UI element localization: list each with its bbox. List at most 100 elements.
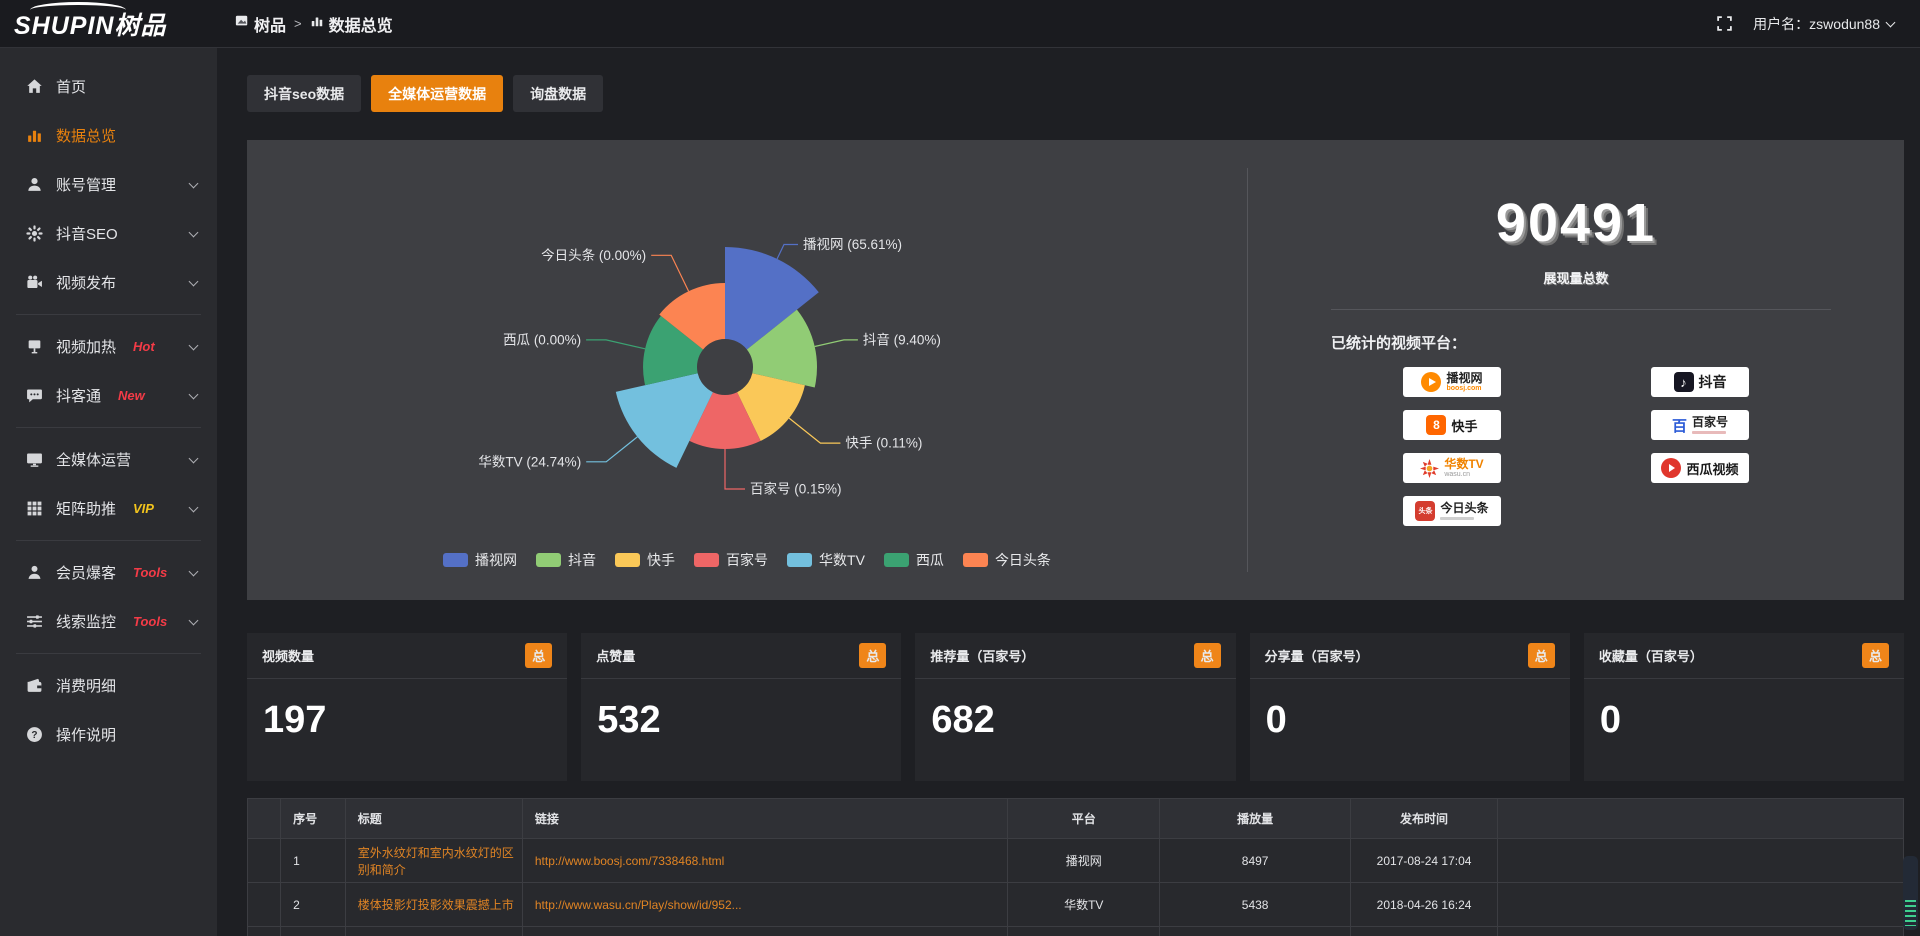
wasu-logo-icon [1420, 458, 1440, 478]
chevron-down-icon [188, 178, 199, 188]
total-badge[interactable]: 总 [525, 643, 553, 668]
sidebar-item-矩阵助推[interactable]: 矩阵助推 VIP [0, 484, 217, 533]
tab-全媒体运营数据[interactable]: 全媒体运营数据 [371, 75, 504, 112]
pie-label-line [651, 254, 690, 292]
cell-time: 2018-04-26 16:24 [1349, 882, 1499, 927]
breadcrumb-current[interactable]: 数据总览 [310, 12, 393, 36]
pie-label-今日头条: 今日头条 (0.00%) [541, 247, 646, 263]
stat-card-value: 197 [263, 699, 327, 741]
cell-url-link[interactable]: http://www.boosj.com/7338468.html [521, 838, 1009, 883]
sidebar-item-label: 抖客通 [56, 388, 102, 405]
cell-platform: 华数TV [1007, 882, 1161, 927]
sidebar-item-账号管理[interactable]: 账号管理 [0, 160, 217, 209]
user-menu[interactable]: 用户名：zswodun88 [1753, 14, 1896, 34]
sidebar-item-数据总览[interactable]: 数据总览 [0, 111, 217, 160]
platform-share-pie-chart[interactable]: 播视网 (65.61%) 抖音 (9.40%) 快手 (0.11%) 百家号 (0.1… [247, 140, 1247, 600]
sidebar-item-抖客通[interactable]: 抖客通 New [0, 371, 217, 420]
table-row: 2 楼体投影灯投影效果震撼上市 http://www.wasu.cn/Play/sh… [247, 882, 1904, 927]
total-badge[interactable]: 总 [1193, 643, 1221, 668]
stat-card-label: 分享量（百家号） [1264, 649, 1369, 664]
stat-card-label: 推荐量（百家号） [930, 649, 1035, 664]
legend-item-华数TV[interactable]: 华数TV [787, 550, 865, 570]
cell-title-link[interactable]: 室外水纹灯和室内水纹灯的区别和简介 [344, 838, 523, 883]
tab-抖音seo数据[interactable]: 抖音seo数据 [247, 75, 362, 112]
platforms-title: 已统计的视频平台： [1331, 335, 1467, 352]
legend-item-抖音[interactable]: 抖音 [536, 550, 596, 570]
platform-badge-抖音[interactable]: ♪ 抖音 [1651, 367, 1749, 397]
platform-badge-播视网[interactable]: 播视网 boosj.com [1403, 367, 1501, 397]
platform-badge-今日头条[interactable]: 头条 今日头条 [1403, 496, 1501, 526]
fullscreen-icon[interactable] [1716, 15, 1733, 32]
board-icon [26, 338, 43, 355]
sidebar-divider [16, 314, 201, 315]
chevron-down-icon [188, 227, 199, 237]
total-badge[interactable]: 总 [1527, 643, 1555, 668]
sidebar-item-抖音SEO[interactable]: 抖音SEO [0, 209, 217, 258]
platform-badges: 播视网 boosj.com 8 快手华数TV wasu.cn 头条 今日头条 ♪ 抖音百百家号西… [1248, 367, 1904, 526]
pie-slice-华数TV[interactable] [615, 373, 713, 468]
sidebar-item-badge: Tools [133, 565, 168, 580]
platform-badge-百家号[interactable]: 百百家号 [1651, 410, 1749, 440]
data-tabs: 抖音seo数据 全媒体运营数据 询盘数据 [247, 75, 1904, 112]
platform-badge-华数TV[interactable]: 华数TV wasu.cn [1403, 453, 1501, 483]
sidebar-item-视频发布[interactable]: 视频发布 [0, 258, 217, 307]
sidebar-item-操作说明[interactable]: ? 操作说明 [0, 710, 217, 759]
pie-slice-播视网[interactable] [725, 247, 819, 350]
wallet-icon [26, 677, 43, 694]
app-logo[interactable]: SHUPIN树品 [0, 0, 217, 48]
column-header-链接: 链接 [521, 798, 1009, 839]
sidebar-item-首页[interactable]: 首页 [0, 62, 217, 111]
legend-item-百家号[interactable]: 百家号 [694, 550, 768, 570]
table-row-partial [247, 926, 1904, 936]
bar-chart-icon [26, 127, 43, 144]
sidebar-item-会员爆客[interactable]: 会员爆客 Tools [0, 548, 217, 597]
cell-empty [1497, 838, 1904, 883]
chart-legend: 播视网 抖音 快手 百家号 华数TV 西瓜 今日头条 [247, 550, 1247, 570]
home-icon [26, 78, 43, 95]
total-badge[interactable]: 总 [1862, 643, 1890, 668]
legend-label: 快手 [647, 552, 676, 568]
sidebar-divider [16, 540, 201, 541]
legend-item-播视网[interactable]: 播视网 [443, 550, 517, 570]
header-select-all [247, 798, 282, 839]
cell-empty [1497, 882, 1904, 927]
sidebar-item-label: 矩阵助推 [56, 501, 117, 518]
column-header-发布时间: 发布时间 [1349, 798, 1499, 839]
total-badge[interactable]: 总 [859, 643, 887, 668]
sidebar-item-线索监控[interactable]: 线索监控 Tools [0, 597, 217, 646]
grid-icon [26, 500, 43, 517]
legend-item-今日头条[interactable]: 今日头条 [962, 550, 1051, 570]
pie-slice-抖音[interactable] [746, 309, 818, 388]
sidebar-item-视频加热[interactable]: 视频加热 Hot [0, 322, 217, 371]
sidebar-item-badge: VIP [133, 501, 154, 516]
platform-column: ♪ 抖音百百家号西瓜视频 [1651, 367, 1749, 526]
tab-询盘数据[interactable]: 询盘数据 [513, 75, 604, 112]
chevron-down-icon [1885, 17, 1896, 27]
chevron-down-icon [188, 502, 199, 512]
pie-slice-西瓜[interactable] [643, 315, 704, 386]
column-header-平台: 平台 [1007, 798, 1161, 839]
pie-label-line [724, 449, 745, 490]
breadcrumb-home[interactable]: 树品 [235, 12, 286, 36]
sidebar-divider [16, 653, 201, 654]
logo-arc-decoration [30, 1, 126, 18]
sidebar-item-消费明细[interactable]: 消费明细 [0, 661, 217, 710]
sidebar-item-全媒体运营[interactable]: 全媒体运营 [0, 435, 217, 484]
douyin-logo-icon: ♪ [1673, 372, 1694, 392]
pie-slice-今日头条[interactable] [659, 283, 725, 350]
pie-slice-百家号[interactable] [689, 392, 761, 450]
pie-slice-快手[interactable] [737, 373, 805, 441]
cell-title-link[interactable]: 楼体投影灯投影效果震撼上市 [344, 882, 523, 927]
pie-label-快手: 快手 (0.11%) [845, 436, 922, 451]
legend-item-快手[interactable]: 快手 [615, 550, 675, 570]
scrollbar-widget[interactable] [1903, 856, 1918, 930]
platform-badge-快手[interactable]: 8 快手 [1403, 410, 1501, 440]
stat-card-分享量（百家号）: 分享量（百家号） 总 0 [1249, 633, 1570, 781]
table-row: 1 室外水纹灯和室内水纹灯的区别和简介 http://www.boosj.com/7… [247, 838, 1904, 883]
platform-badge-西瓜视频[interactable]: 西瓜视频 [1651, 453, 1749, 483]
legend-item-西瓜[interactable]: 西瓜 [883, 550, 944, 570]
legend-swatch [536, 553, 562, 567]
platform-column: 播视网 boosj.com 8 快手华数TV wasu.cn 头条 今日头条 [1403, 367, 1501, 526]
chevron-down-icon [188, 566, 199, 576]
cell-url-link[interactable]: http://www.wasu.cn/Play/show/id/952... [521, 882, 1009, 927]
